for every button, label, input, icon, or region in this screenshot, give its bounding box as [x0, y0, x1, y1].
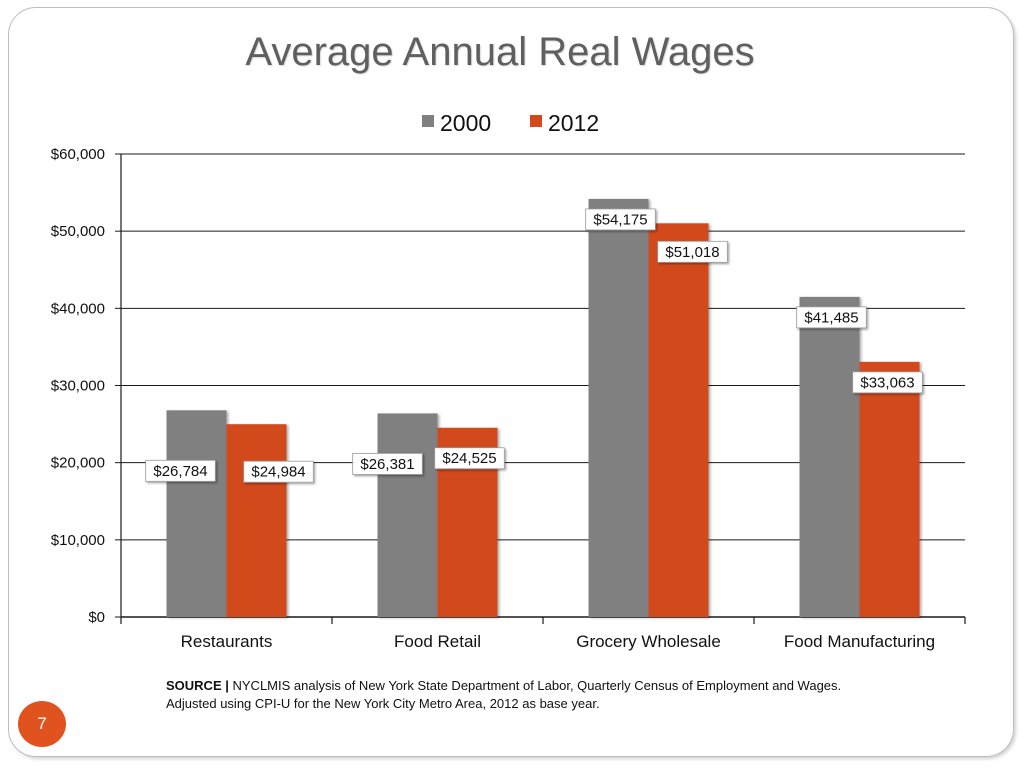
chart-title: Average Annual Real Wages — [245, 30, 755, 74]
bar-2000 — [377, 413, 438, 617]
slide-frame — [8, 7, 1014, 757]
data-label: $33,063 — [860, 374, 914, 391]
data-label-box — [796, 306, 867, 329]
page-number-badge: 7 — [18, 701, 66, 747]
bar-2000 — [166, 410, 227, 617]
source-label: SOURCE | — [166, 678, 229, 693]
data-label: $41,485 — [804, 309, 858, 326]
source-note: SOURCE | NYCLMIS analysis of New York St… — [166, 677, 986, 713]
y-tick-label: $50,000 — [51, 223, 105, 240]
legend-label-2012: 2012 — [548, 110, 599, 136]
data-label-box — [145, 459, 216, 482]
data-label: $26,381 — [360, 456, 414, 473]
data-label-box — [585, 208, 656, 231]
data-label: $51,018 — [665, 244, 719, 261]
data-label: $26,784 — [153, 463, 207, 480]
bar-2012 — [648, 223, 709, 617]
legend-swatch-2000 — [422, 115, 434, 127]
data-label-box — [434, 447, 505, 470]
data-label: $24,984 — [251, 464, 305, 481]
bar-2000 — [588, 198, 649, 617]
data-label-box — [657, 240, 728, 263]
y-tick-label: $60,000 — [51, 146, 105, 163]
legend-label-2000: 2000 — [440, 110, 491, 136]
y-tick-label: $30,000 — [51, 378, 105, 395]
data-label-box — [243, 460, 314, 483]
x-tick-label: Food Retail — [394, 632, 481, 651]
data-label-box — [852, 371, 923, 394]
source-line-1: NYCLMIS analysis of New York State Depar… — [232, 678, 842, 693]
bar-2012 — [226, 424, 287, 617]
source-line-2: Adjusted using CPI-U for the New York Ci… — [166, 696, 600, 711]
data-label-box — [352, 453, 423, 475]
x-tick-label: Grocery Wholesale — [576, 632, 721, 651]
y-tick-label: $20,000 — [51, 455, 105, 472]
y-tick-label: $0 — [88, 609, 105, 626]
x-tick-label: Restaurants — [181, 632, 273, 651]
y-tick-label: $40,000 — [51, 300, 105, 317]
legend-swatch-2012 — [530, 115, 542, 127]
y-tick-label: $10,000 — [51, 532, 105, 549]
bar-2000 — [799, 296, 860, 617]
data-label: $24,525 — [442, 450, 496, 467]
bar-2012 — [859, 361, 920, 617]
x-tick-label: Food Manufacturing — [784, 632, 935, 651]
data-label: $54,175 — [593, 211, 647, 228]
